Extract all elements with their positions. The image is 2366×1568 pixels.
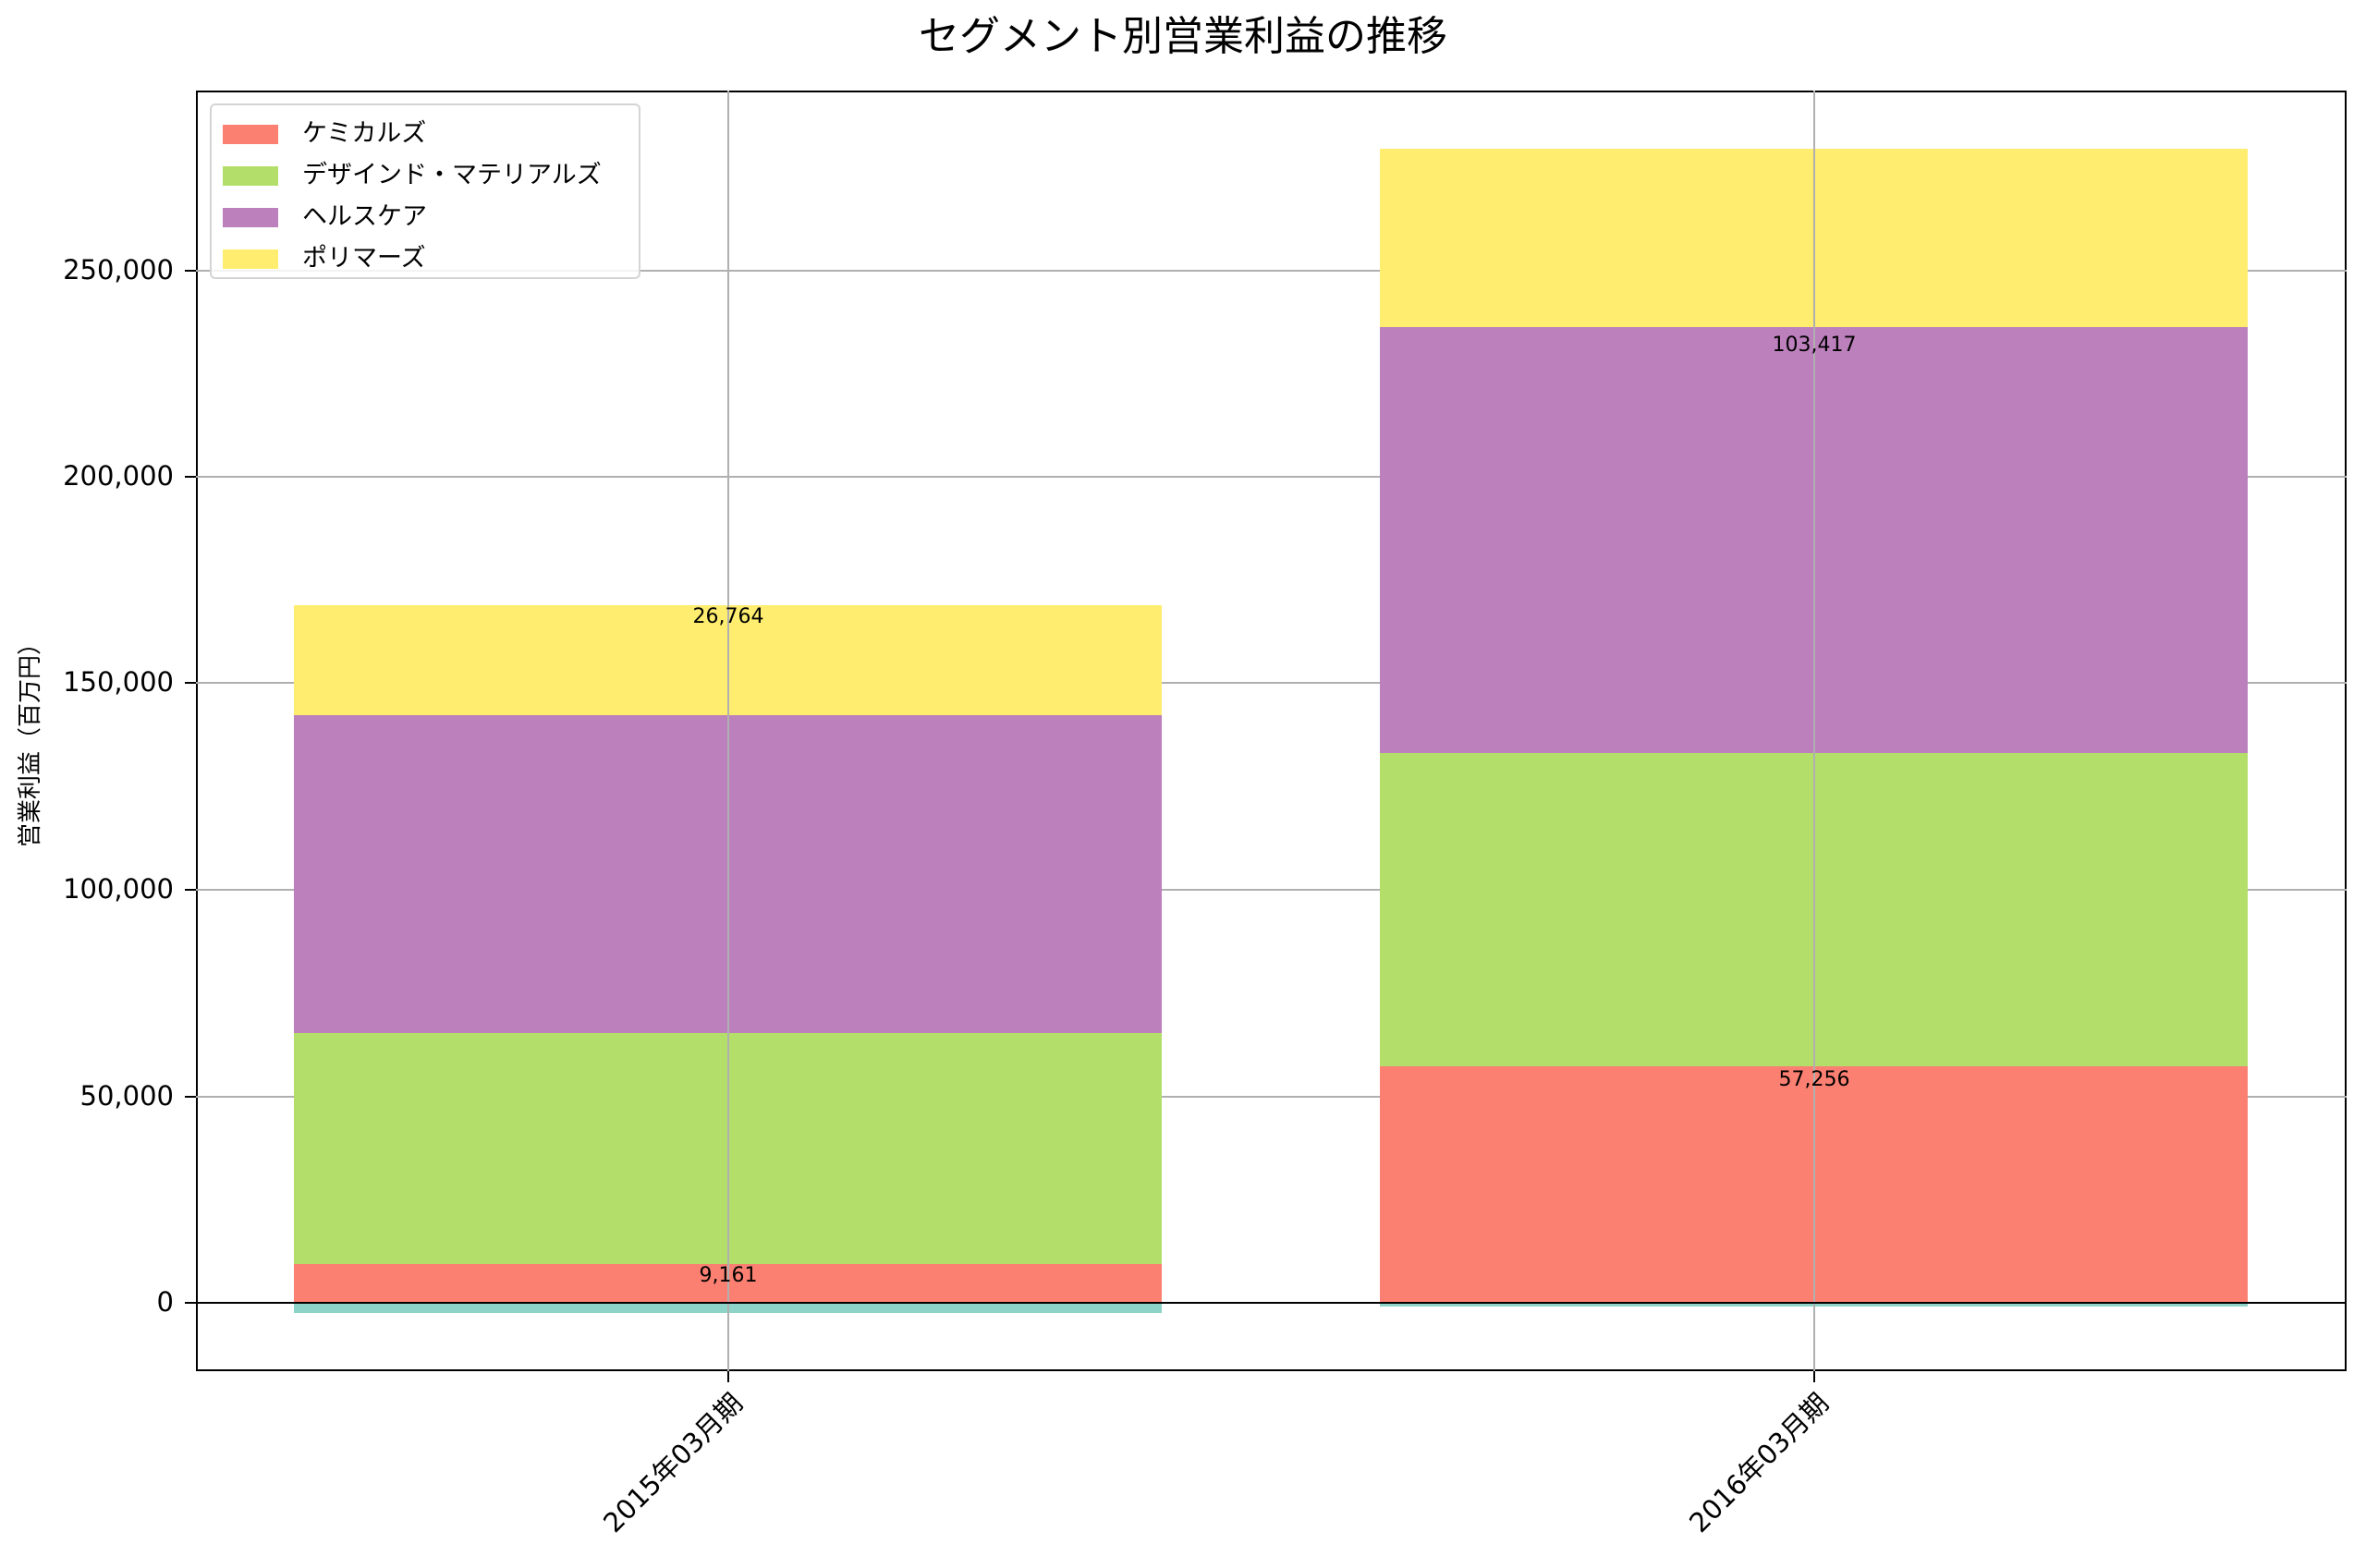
xtick-label-2015: 2015年03月期 (597, 1387, 750, 1539)
ytick-label: 250,000 (63, 254, 174, 286)
ytick-label: 50,000 (79, 1080, 174, 1112)
gridline-200000 (196, 476, 2347, 478)
ytick-label: 0 (156, 1286, 174, 1318)
zero-line (196, 1302, 2347, 1304)
gridline-250000 (196, 270, 2347, 272)
legend-label: ポリマーズ (302, 244, 426, 273)
xtick-mark (727, 1371, 729, 1382)
legend-item-healthcare: ヘルスケア (212, 202, 639, 231)
legend-item-polymers: ポリマーズ (212, 244, 639, 273)
gridline-150000 (196, 682, 2347, 684)
xtick-label-2016: 2016年03月期 (1683, 1387, 1835, 1539)
chart-title: セグメント別営業利益の推移 (919, 13, 1447, 60)
legend-swatch (223, 249, 278, 269)
ytick-mark (185, 476, 196, 478)
legend-item-chemicals: ケミカルズ (212, 119, 639, 148)
legend-label: ヘルスケア (302, 202, 427, 231)
y-axis-label: 営業利益（百万円） (17, 630, 44, 848)
ytick-mark (185, 270, 196, 272)
annotation-2015-polymers: 26,764 (692, 605, 764, 628)
ytick-mark (185, 1096, 196, 1098)
legend-swatch (223, 166, 278, 186)
legend: ケミカルズ デザインド・マテリアルズ ヘルスケア ポリマーズ (210, 103, 640, 279)
legend-swatch (223, 125, 278, 144)
ytick-label: 150,000 (63, 666, 174, 698)
ytick-mark (185, 1302, 196, 1304)
gridline-50000 (196, 1096, 2347, 1098)
ytick-label: 100,000 (63, 873, 174, 905)
ytick-mark (185, 682, 196, 684)
legend-swatch (223, 208, 278, 227)
gridline-x-2015 (727, 91, 729, 1371)
plot-area (196, 91, 2347, 1371)
ytick-label: 200,000 (63, 460, 174, 492)
legend-item-designed-materials: デザインド・マテリアルズ (212, 161, 639, 189)
annotation-2016-healthcare: 103,417 (1772, 334, 1857, 357)
annotation-2016-chemicals: 57,256 (1778, 1068, 1850, 1091)
legend-label: ケミカルズ (302, 119, 427, 148)
gridline-100000 (196, 889, 2347, 891)
gridline-x-2016 (1813, 91, 1815, 1371)
legend-label: デザインド・マテリアルズ (302, 161, 602, 189)
ytick-mark (185, 889, 196, 891)
annotation-2015-chemicals: 9,161 (699, 1264, 758, 1287)
xtick-mark (1813, 1371, 1815, 1382)
